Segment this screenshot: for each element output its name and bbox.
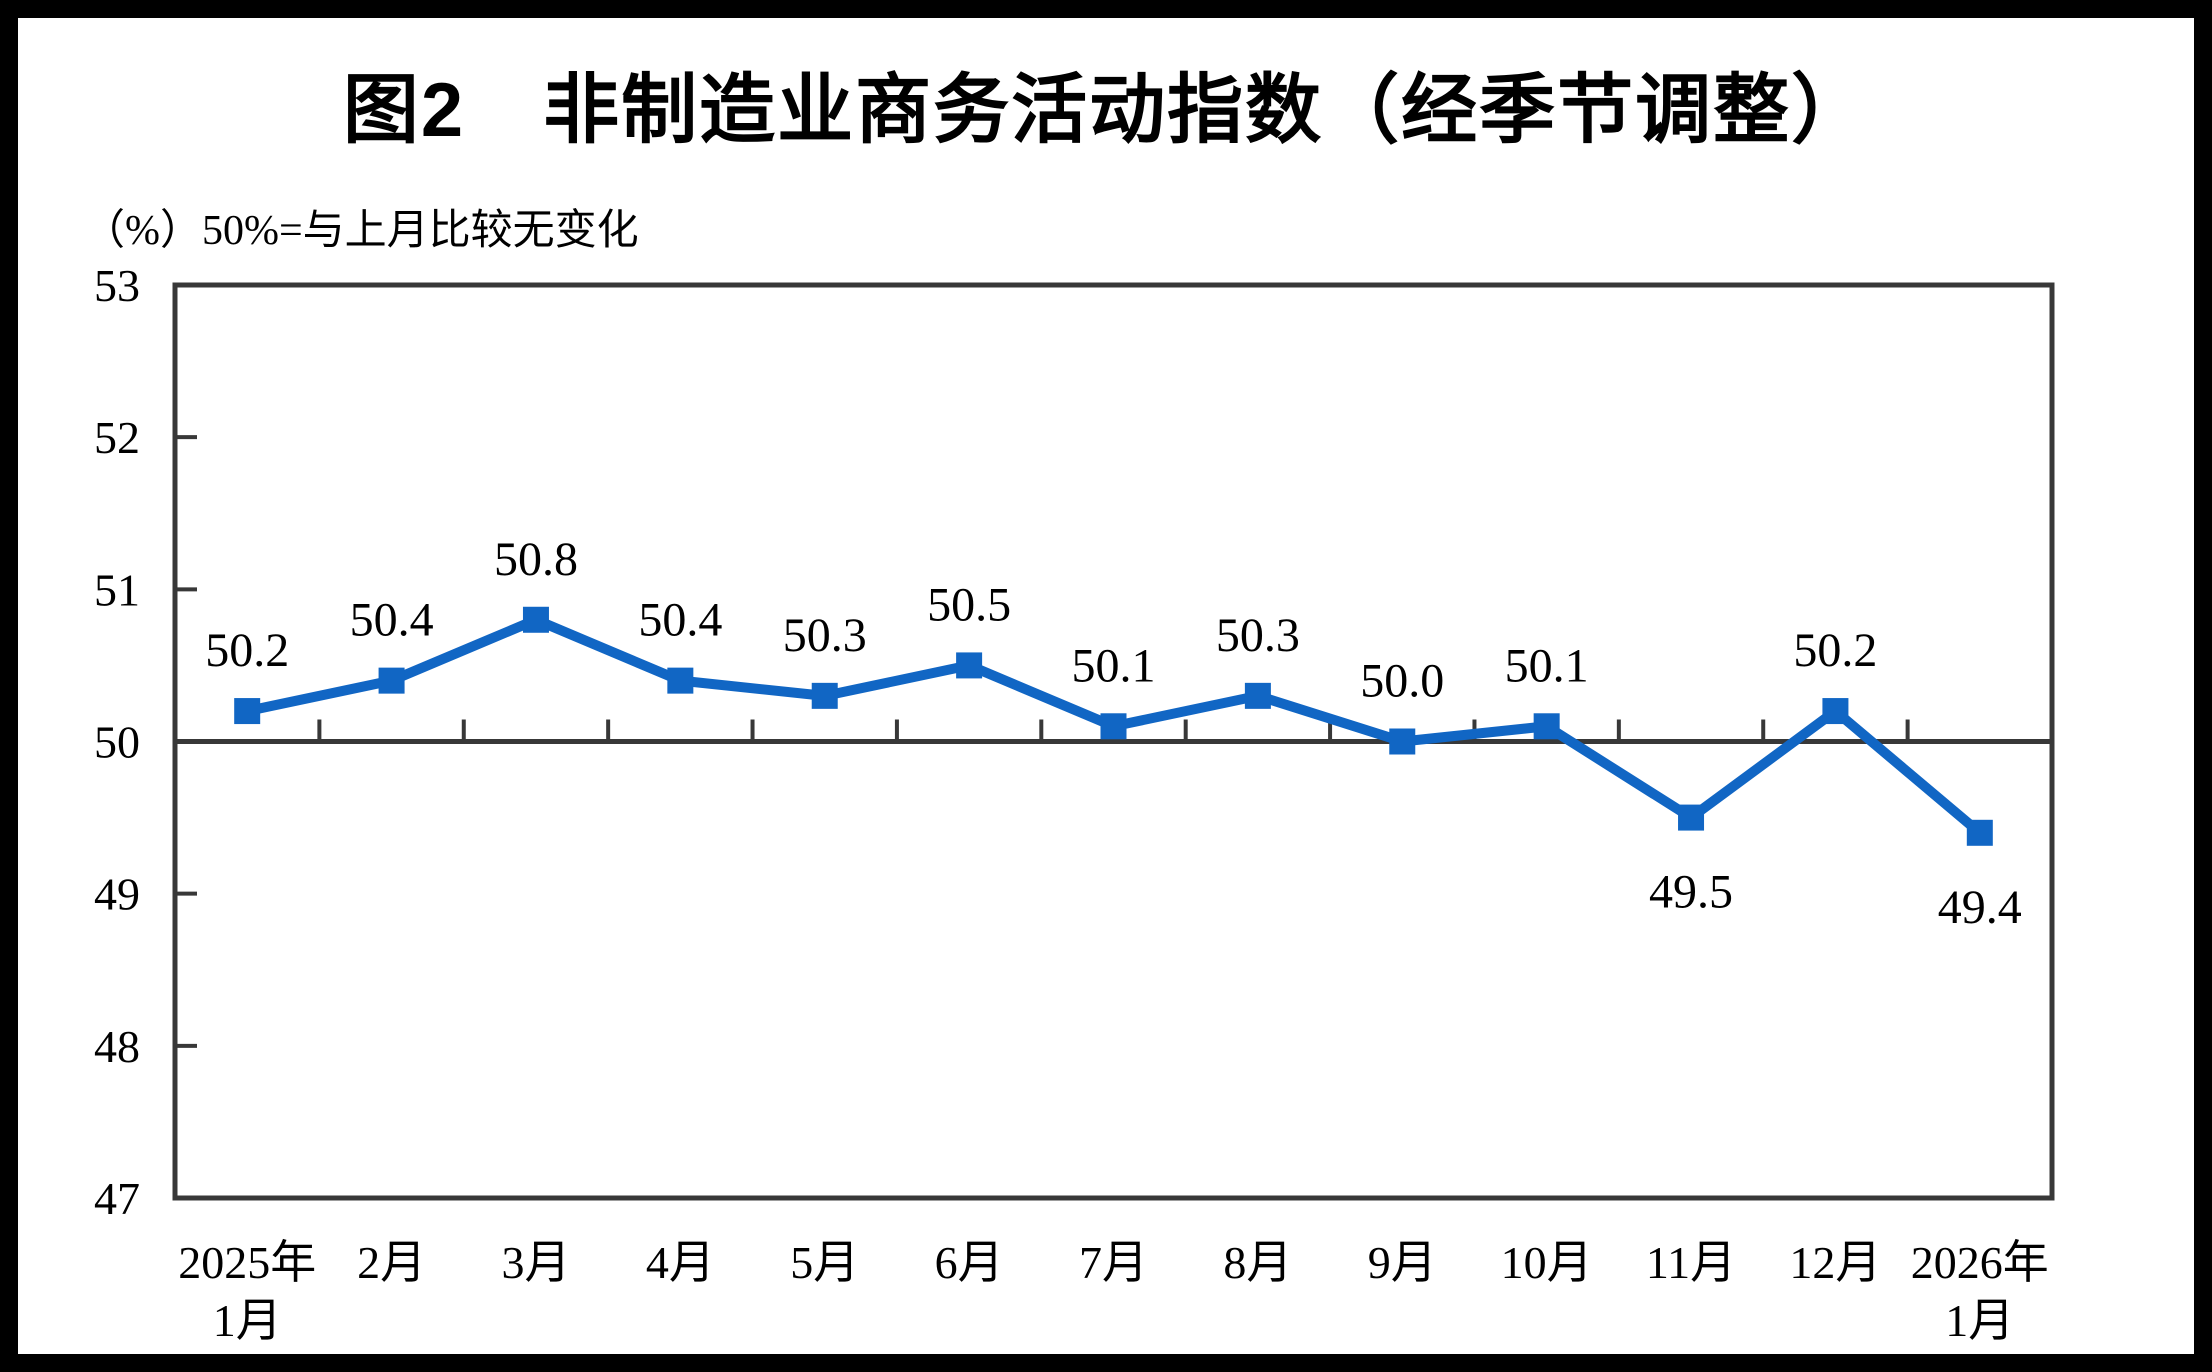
y-tick-label: 51 xyxy=(94,564,140,615)
data-label: 50.1 xyxy=(1505,639,1589,692)
data-point-marker xyxy=(956,652,983,679)
x-axis-labels: 2025年 1月 2月 3月 4月 5月 6月 7月 8月 9月 10月 11月 12月 2026年 1月 xyxy=(178,1237,2049,1346)
data-point-marker xyxy=(234,698,261,725)
data-point-marker xyxy=(522,606,549,633)
x-category-label: 9月 xyxy=(1368,1237,1437,1288)
x-category-label: 8月 xyxy=(1223,1237,1292,1288)
x-category-label: 12月 xyxy=(1789,1237,1881,1288)
y-axis: 47 48 49 50 51 52 53 xyxy=(94,260,197,1224)
data-label: 49.5 xyxy=(1649,866,1733,919)
data-point-marker xyxy=(1966,819,1993,846)
data-label: 50.8 xyxy=(494,533,578,586)
series-nonmanufacturing-index xyxy=(234,606,1993,846)
data-label: 50.3 xyxy=(783,609,867,662)
x-category-label: 2026年 xyxy=(1911,1237,2049,1288)
data-point-marker xyxy=(1244,682,1271,709)
chart-unit-note: （%）50%=与上月比较无变化 xyxy=(83,208,639,254)
data-label: 50.3 xyxy=(1216,609,1300,662)
data-label: 50.2 xyxy=(1793,624,1877,677)
data-point-marker xyxy=(667,667,694,694)
x-category-label: 3月 xyxy=(501,1237,570,1288)
data-label: 50.2 xyxy=(205,624,289,677)
x-category-label: 7月 xyxy=(1079,1237,1148,1288)
chart-title: 图2 非制造业商务活动指数（经季节调整） xyxy=(342,68,1870,153)
data-label: 50.1 xyxy=(1072,639,1156,692)
y-tick-label: 48 xyxy=(94,1021,140,1072)
x-category-label: 2月 xyxy=(357,1237,426,1288)
x-category-label: 10月 xyxy=(1501,1237,1593,1288)
data-point-marker xyxy=(1533,713,1560,740)
x-category-label: 5月 xyxy=(790,1237,859,1288)
data-label: 50.0 xyxy=(1360,655,1444,708)
y-tick-label: 50 xyxy=(94,717,140,768)
data-point-marker xyxy=(1389,728,1416,755)
x-category-label: 1月 xyxy=(1945,1295,2014,1346)
data-point-marker xyxy=(1822,698,1849,725)
data-labels: 50.2 50.4 50.8 50.4 50.3 50.5 50.1 50.3 50.0 50.1… xyxy=(205,533,2022,934)
x-category-label: 11月 xyxy=(1646,1237,1736,1288)
x-category-label: 2025年 xyxy=(178,1237,316,1288)
data-label: 50.4 xyxy=(638,594,722,647)
y-tick-label: 53 xyxy=(94,260,140,311)
data-label: 49.4 xyxy=(1938,881,2022,934)
x-category-label: 4月 xyxy=(646,1237,715,1288)
data-label: 50.4 xyxy=(350,594,434,647)
y-tick-label: 49 xyxy=(94,869,140,920)
data-point-marker xyxy=(811,682,838,709)
data-label: 50.5 xyxy=(927,578,1011,631)
data-point-marker xyxy=(378,667,405,694)
data-point-marker xyxy=(1678,804,1705,831)
data-point-marker xyxy=(1100,713,1127,740)
y-tick-label: 47 xyxy=(94,1173,140,1224)
x-category-label: 1月 xyxy=(213,1295,282,1346)
y-tick-label: 52 xyxy=(94,412,140,463)
x-category-label: 6月 xyxy=(935,1237,1004,1288)
